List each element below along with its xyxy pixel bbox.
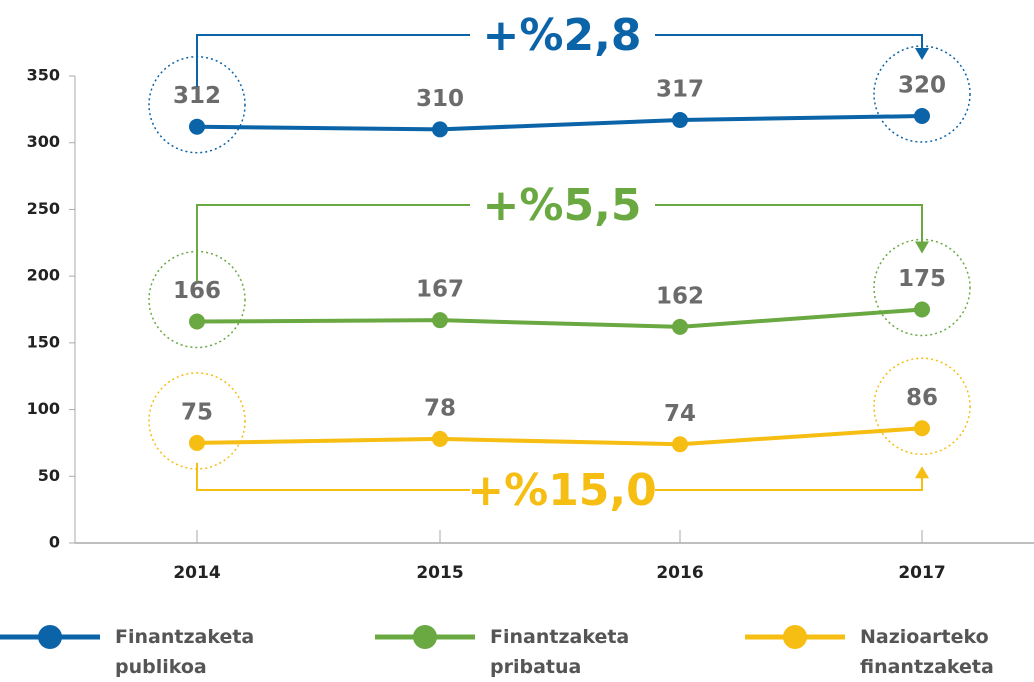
data-point	[432, 312, 448, 329]
change-annotation: +%2,8	[483, 10, 642, 61]
y-tick-label: 0	[49, 533, 60, 552]
data-point	[914, 301, 930, 318]
data-label: 310	[416, 86, 464, 112]
data-label: 175	[898, 266, 946, 292]
series-line	[196, 426, 923, 447]
data-point	[914, 420, 930, 437]
series-line	[196, 307, 923, 329]
change-annotation: +%5,5	[483, 180, 642, 231]
y-tick-label: 150	[27, 332, 60, 351]
data-point	[432, 121, 448, 138]
change-bracket	[196, 34, 923, 87]
data-point	[672, 436, 688, 453]
arrow-head	[915, 48, 929, 61]
data-point	[432, 430, 448, 447]
change-bracket	[196, 204, 923, 282]
legend-label: Finantzaketa publikoa	[115, 626, 255, 678]
data-label: 75	[181, 399, 213, 425]
data-label: 167	[416, 277, 464, 303]
legend-label: Nazioarteko finantzaketa	[860, 626, 994, 678]
change-bracket	[196, 462, 923, 491]
y-tick-label: 300	[27, 132, 60, 151]
x-tick-label: 2014	[173, 563, 220, 583]
x-tick-label: 2016	[656, 563, 703, 583]
highlight-ring	[873, 357, 971, 456]
y-tick-label: 100	[27, 399, 60, 418]
change-annotation: +%15,0	[467, 465, 657, 516]
data-label: 86	[906, 385, 938, 411]
data-point	[672, 112, 688, 129]
data-label: 162	[656, 283, 704, 309]
data-point	[189, 118, 205, 135]
data-label: 74	[664, 401, 696, 427]
data-point	[672, 318, 688, 335]
y-tick-label: 250	[27, 199, 60, 218]
y-tick-label: 200	[27, 266, 60, 285]
data-label: 320	[898, 73, 946, 99]
legend-marker	[38, 625, 62, 649]
y-tick-label: 350	[27, 66, 60, 85]
y-tick-label: 50	[38, 466, 60, 485]
data-point	[189, 434, 205, 451]
legend-marker	[413, 625, 437, 649]
data-point	[914, 108, 930, 125]
data-label: 312	[173, 83, 221, 109]
data-point	[189, 313, 205, 330]
legend-label: Finantzaketa pribatua	[490, 626, 630, 678]
series-line	[196, 114, 923, 132]
arrow-head	[915, 466, 929, 479]
x-tick-label: 2015	[416, 563, 463, 583]
legend-marker	[783, 625, 807, 649]
data-label: 166	[173, 278, 221, 304]
x-tick-label: 2017	[898, 563, 945, 583]
data-label: 78	[424, 395, 456, 421]
arrow-head	[915, 241, 929, 254]
data-label: 317	[656, 77, 704, 103]
